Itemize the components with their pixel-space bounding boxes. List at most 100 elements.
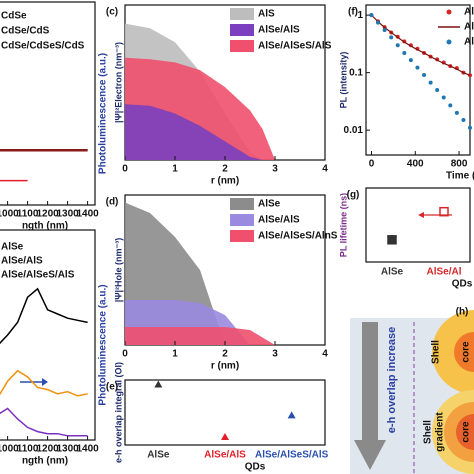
core-label: core [461, 421, 472, 443]
point [428, 80, 433, 85]
point [382, 28, 387, 33]
category-label: AlSe/Al [426, 267, 461, 278]
legend-swatch [446, 9, 452, 15]
x-tick-label: 1 [172, 349, 178, 360]
marker [221, 433, 229, 441]
x-axis-label: ngth (nm) [22, 221, 68, 232]
legend-label: Al [464, 37, 474, 48]
x-tick-label: 1200 [36, 444, 59, 455]
point [468, 125, 472, 130]
point [422, 73, 427, 78]
shell-label: Shell [431, 340, 442, 364]
x-tick-label: 0 [122, 164, 128, 175]
y2-axis-label: Photoluminescence (a.u.) [98, 284, 109, 405]
line [0, 287, 88, 345]
legend-swatch [230, 230, 254, 242]
x-tick-label: 0 [369, 159, 375, 170]
annotation-arrow-head [42, 378, 48, 386]
point [408, 58, 413, 63]
point [448, 103, 453, 108]
marker [154, 380, 163, 388]
legend-swatch [230, 8, 254, 20]
core [454, 332, 474, 372]
point [454, 110, 459, 115]
x-tick-label: 1200 [36, 209, 59, 220]
point [415, 65, 420, 70]
point [369, 13, 374, 18]
legend-swatch [230, 24, 254, 36]
panel: 10001100120013001400 ngth (nm) Photolumine… [0, 229, 109, 467]
panel: 0 400 800 1 0.1 0.01 Time (PL (intensity) (f) Al… [338, 4, 474, 182]
x-tick-label: 400 [407, 159, 424, 170]
core-label: core [461, 341, 472, 363]
legend-label: AlSe/AlS [258, 25, 300, 36]
x-tick-label: 1400 [76, 209, 99, 220]
point [376, 20, 381, 25]
y-axis-label: PL lifetime (ns) [338, 193, 348, 257]
x-tick-label: 1400 [76, 444, 99, 455]
point [461, 118, 466, 123]
x-tick-label: 2 [222, 164, 228, 175]
y-axis-label: e-h overlap integral (OI) [113, 362, 123, 463]
x-tick-label: 1300 [56, 209, 79, 220]
x-tick-label: 4 [322, 164, 328, 175]
point [435, 87, 440, 92]
y2-axis-label: Photoluminescence (a.u.) [98, 53, 109, 174]
line [0, 369, 88, 397]
x-tick-label: 2 [222, 349, 228, 360]
panel-label: (d) [106, 197, 119, 208]
y-axis-label: PL (intensity) [338, 52, 348, 109]
shell-label: gradient [435, 412, 446, 452]
x-axis-label: ngth (nm) [22, 456, 68, 467]
x-axis-label: r (nm) [211, 361, 239, 372]
legend-label: AlSe [1, 242, 24, 253]
x-tick-label: 1100 [17, 209, 39, 220]
x-tick-label: 3 [272, 349, 278, 360]
marker [387, 235, 397, 245]
panel-label: (e) [106, 382, 118, 393]
category-label: AlSe [381, 267, 404, 278]
category-label: AlSe [147, 450, 170, 461]
panel-h: (h) e-h overlap increase Shell core Shel… [350, 307, 474, 474]
legend-swatch [230, 214, 254, 226]
x-axis-label: QDs [452, 279, 473, 290]
legend-swatch [230, 198, 254, 210]
axes-frame [365, 187, 471, 263]
legend-label: AlSe/AlSeS/AlS [258, 41, 332, 52]
x-tick-label: 800 [451, 159, 468, 170]
legend-swatch [230, 40, 254, 52]
panel-label: (g) [347, 190, 360, 201]
panel: 0 1 2 3 4 r (nm) |Ψ|²Electron (nm⁻³) (c) AlS AlSe… [106, 4, 332, 187]
point [441, 95, 446, 100]
y-tick-label: 0.1 [349, 67, 363, 78]
panel-label: (f) [348, 7, 358, 18]
panel: 0 1 2 3 4 r (nm) |Ψ|²Hole (nm⁻³) (d) AlSe AlSe/Al… [106, 194, 338, 372]
legend-label: AlSe/AlSeS/AlS [1, 270, 75, 281]
panel: 10001100120013001400 ngth (nm) Photolumine… [0, 1, 109, 232]
legend-label: AlSe/AlSeS/AlnS [258, 231, 338, 242]
category-label: AlSe/AlSeS/AlS [255, 450, 329, 461]
axes-frame [124, 379, 326, 446]
legend-label: CdSe/CdSeS/CdS [1, 41, 85, 52]
legend-label: AlS [258, 9, 275, 20]
core [456, 414, 474, 450]
panel-label: (c) [106, 7, 118, 18]
x-axis-label: r (nm) [211, 176, 239, 187]
legend-label: CdSe [1, 11, 27, 22]
x-tick-label: 1000 [0, 444, 19, 455]
annotation-arrow-head [418, 212, 424, 218]
shell-label: Shell [423, 420, 434, 444]
y-axis-label: |Ψ|²Hole (nm⁻³) [113, 238, 123, 303]
legend-label: Al [464, 7, 474, 18]
marker [439, 206, 449, 217]
y-tick-label: 0.01 [344, 125, 364, 136]
fit-line [371, 14, 471, 76]
legend-swatch [446, 39, 452, 45]
x-tick-label: 1 [172, 164, 178, 175]
axes-frame [0, 229, 96, 441]
x-axis-label: QDs [245, 462, 266, 473]
x-tick-label: 1300 [56, 444, 79, 455]
